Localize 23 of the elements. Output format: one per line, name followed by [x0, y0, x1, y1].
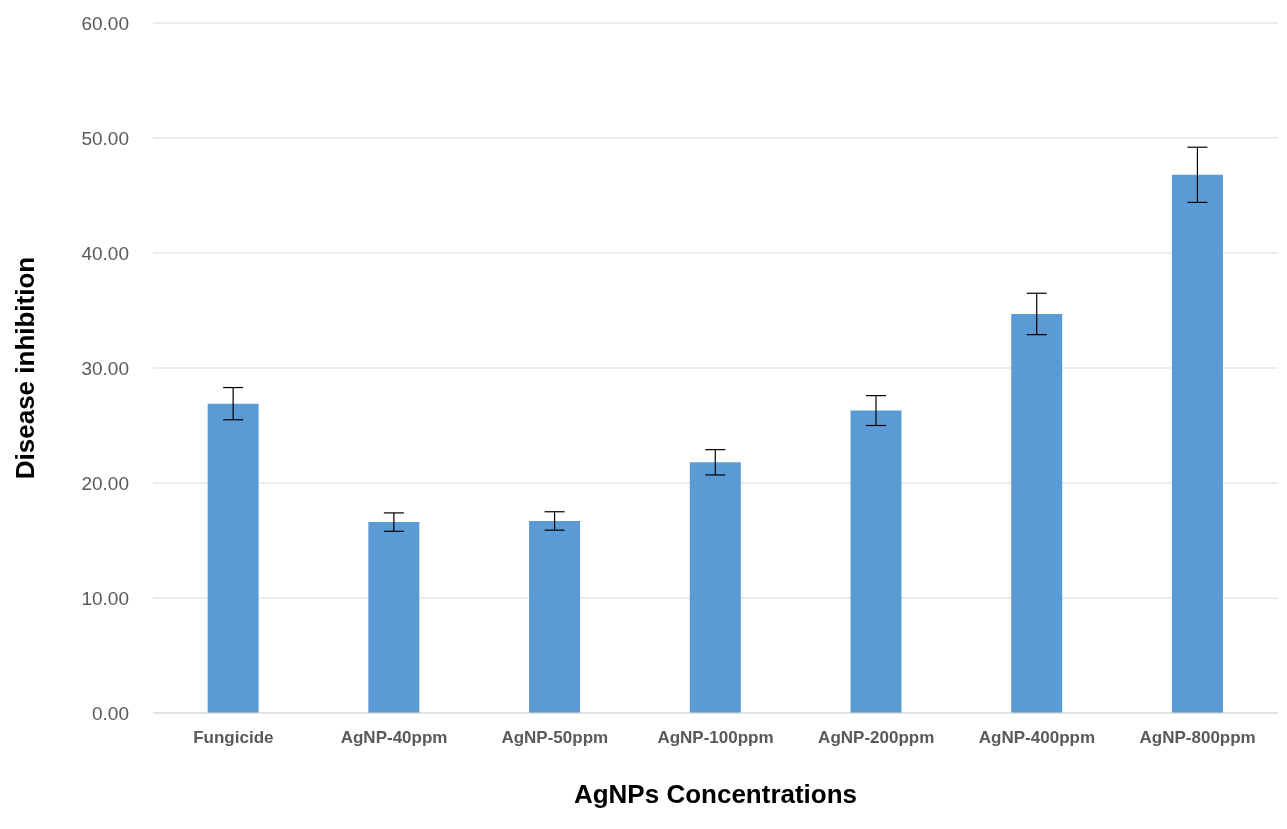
bar: [529, 520, 581, 713]
bar: [368, 522, 420, 713]
y-tick-label: 50.00: [81, 127, 129, 149]
y-tick-label: 60.00: [81, 12, 129, 34]
x-tick-label: Fungicide: [193, 728, 274, 748]
x-tick-label: AgNP-40ppm: [340, 728, 448, 748]
bar: [850, 410, 902, 713]
y-tick-label: 40.00: [81, 242, 129, 264]
y-tick-label: 0.00: [92, 702, 129, 724]
y-tick-label: 20.00: [81, 472, 129, 494]
x-tick-label: AgNP-200ppm: [818, 728, 935, 748]
y-axis-title: Disease inhibition: [10, 256, 41, 480]
y-tick-label: 10.00: [81, 587, 129, 609]
bar: [207, 403, 259, 713]
x-tick-label: AgNP-50ppm: [501, 728, 609, 748]
x-tick-label: AgNP-800ppm: [1139, 728, 1256, 748]
x-tick-label: AgNP-100ppm: [657, 728, 774, 748]
y-tick-label: 30.00: [81, 357, 129, 379]
x-axis-title: AgNPs Concentrations: [573, 779, 858, 809]
bar: [1171, 174, 1223, 713]
bar: [689, 462, 741, 713]
bar: [1011, 313, 1063, 713]
x-tick-label: AgNP-400ppm: [978, 728, 1096, 748]
